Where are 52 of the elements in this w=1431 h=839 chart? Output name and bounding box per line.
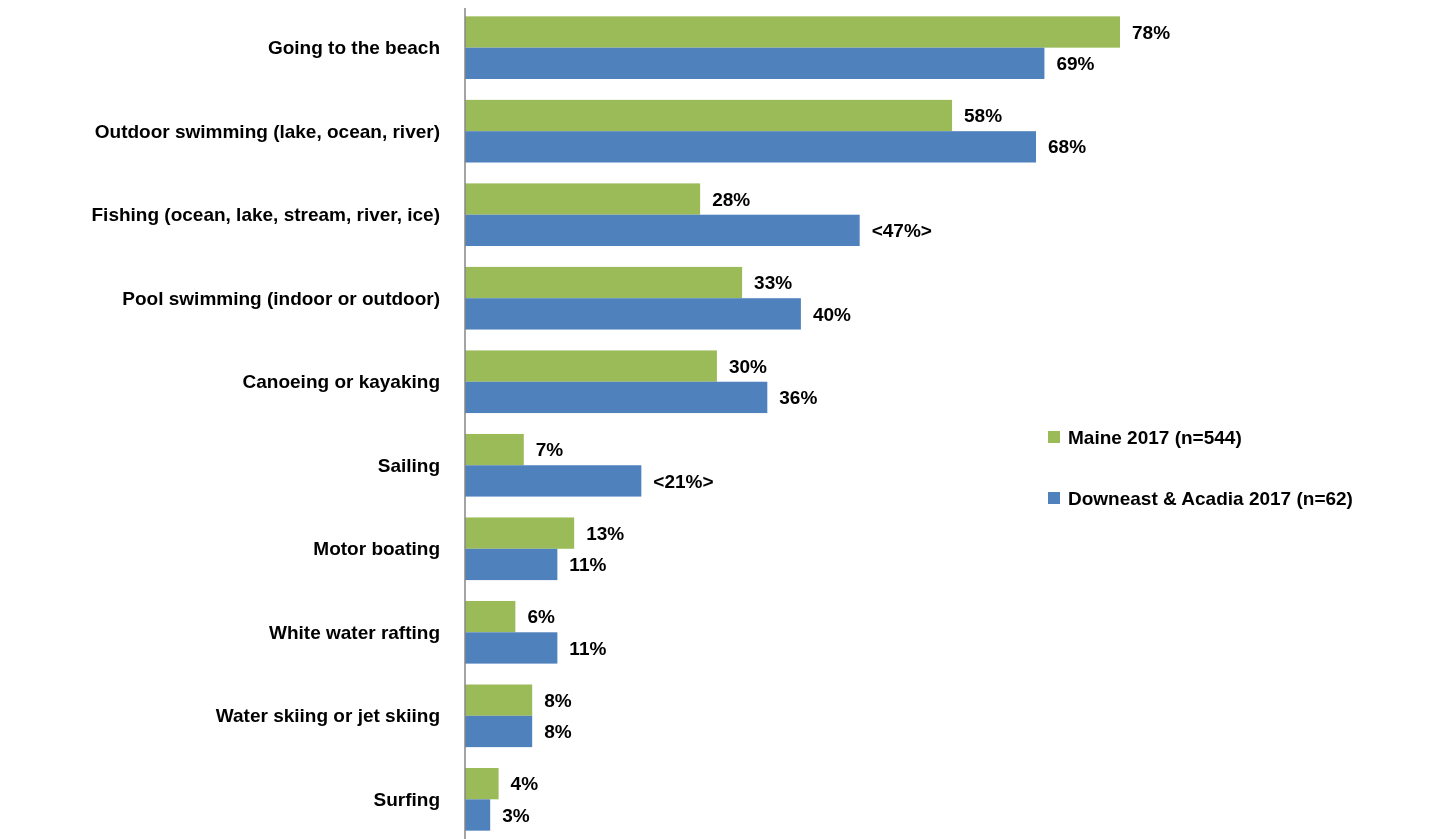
data-label: 78% — [1132, 21, 1171, 43]
y-tick-label: White water rafting — [268, 621, 440, 643]
bar — [465, 465, 642, 497]
bar — [465, 183, 701, 215]
bar — [465, 350, 717, 382]
data-label: 4% — [510, 773, 539, 795]
y-tick-label: Pool swimming (indoor or outdoor) — [122, 287, 440, 309]
bar — [465, 517, 575, 549]
data-label: 8% — [544, 721, 572, 743]
bar — [465, 684, 533, 716]
data-label: 7% — [535, 439, 564, 461]
data-label: 30% — [728, 355, 768, 377]
data-label: 69% — [1056, 52, 1095, 74]
bar — [465, 16, 1120, 48]
y-tick-label: Going to the beach — [267, 37, 440, 59]
data-label: 40% — [812, 303, 852, 325]
data-label: 68% — [1048, 136, 1087, 158]
data-label: 33% — [754, 272, 793, 294]
bar — [465, 768, 499, 800]
y-tick-label: Motor boating — [313, 538, 440, 560]
bar — [465, 632, 558, 664]
data-label: 13% — [586, 522, 625, 544]
bar — [465, 266, 743, 299]
data-label: 6% — [527, 606, 555, 628]
y-tick-label: Fishing (ocean, lake, stream, river, ice) — [91, 204, 440, 226]
data-label: 36% — [779, 387, 818, 409]
y-tick-label: Surfing — [373, 788, 440, 810]
bar — [465, 548, 558, 581]
y-tick-label: Canoeing or kayaking — [242, 371, 440, 393]
data-label: 11% — [569, 637, 607, 659]
bar — [465, 47, 1045, 79]
y-tick-label: Water skiing or jet skiing — [215, 705, 440, 727]
bar — [465, 600, 516, 633]
legend-label: Maine 2017 (n=544) — [1068, 426, 1242, 448]
bar — [465, 799, 491, 831]
bar — [465, 715, 533, 748]
bar — [465, 99, 953, 132]
data-label: 3% — [502, 804, 530, 826]
bar — [465, 433, 524, 466]
y-tick-label: Sailing — [377, 454, 440, 476]
data-label: 28% — [712, 188, 751, 210]
data-label: 11% — [569, 554, 607, 576]
data-label: 58% — [964, 105, 1003, 127]
bar — [465, 298, 801, 330]
bar — [465, 381, 768, 414]
y-tick-label: Outdoor swimming (lake, ocean, river) — [94, 120, 440, 142]
bar — [465, 214, 860, 247]
data-label: 8% — [544, 689, 572, 711]
data-label: <21%> — [653, 470, 714, 492]
data-label: <47%> — [871, 220, 932, 242]
legend-label: Downeast & Acadia 2017 (n=62) — [1068, 487, 1353, 509]
bar — [465, 131, 1037, 163]
